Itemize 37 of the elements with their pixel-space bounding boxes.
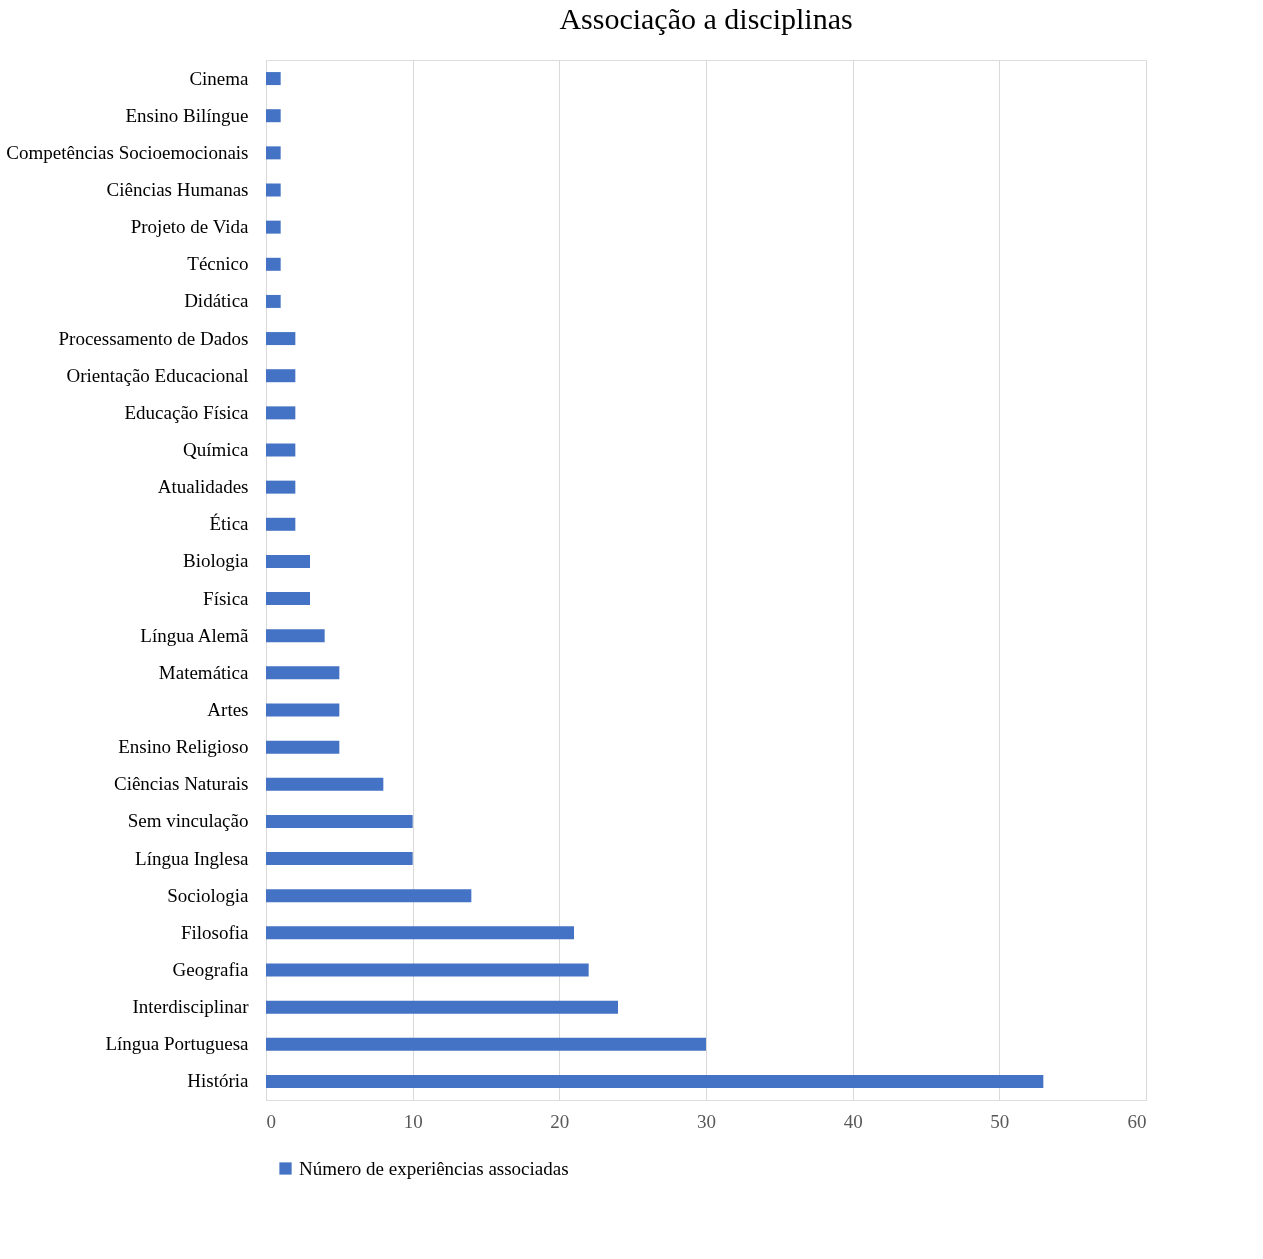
y-tick-label: Ética (209, 513, 250, 535)
x-tick-label: 50 (990, 1110, 1010, 1132)
y-tick-label: Ensino Religioso (118, 736, 249, 758)
y-tick-label: Língua Portuguesa (105, 1033, 250, 1055)
legend-label: Número de experiências associadas (299, 1157, 569, 1179)
x-tick-label: 20 (550, 1110, 570, 1132)
y-tick-label: Química (183, 439, 250, 460)
y-tick-label: Cinema (189, 67, 250, 89)
y-tick-label: Didática (184, 290, 250, 312)
y-tick-label: Interdisciplinar (132, 996, 250, 1018)
y-tick-label: Matemática (158, 661, 250, 683)
y-tick-label: Sem vinculação (127, 810, 249, 832)
y-tick-label: Ciências Naturais (113, 773, 249, 795)
chart-title: Associação a disciplinas (559, 2, 853, 35)
y-tick-label: Filosofia (180, 921, 250, 943)
x-tick-label: 0 (266, 1110, 276, 1132)
y-tick-label: Sociologia (167, 884, 250, 906)
y-tick-label: Técnico (187, 253, 249, 275)
y-tick-label: Geografia (172, 959, 250, 980)
y-tick-label: Física (203, 587, 250, 609)
y-tick-label: Ciências Humanas (106, 179, 249, 200)
y-tick-label: Processamento de Dados (58, 327, 249, 349)
y-tick-label: Educação Física (124, 401, 250, 423)
y-tick-label: Língua Alemã (140, 624, 250, 646)
y-tick-label: Orientação Educacional (66, 364, 249, 386)
y-tick-label: Artes (207, 699, 249, 720)
y-tick-label: Língua Inglesa (135, 847, 250, 869)
y-tick-label: Competências Socioemocionais (6, 141, 249, 163)
y-tick-label: Biologia (183, 550, 250, 572)
x-tick-label: 40 (843, 1110, 863, 1132)
y-tick-label: Atualidades (157, 476, 249, 498)
y-tick-label: Ensino Bilíngue (125, 104, 249, 126)
x-tick-label: 60 (1127, 1110, 1147, 1132)
y-tick-label: Projeto de Vida (130, 216, 250, 238)
x-tick-label: 30 (697, 1110, 716, 1132)
x-tick-label: 10 (403, 1110, 423, 1132)
y-tick-label: História (187, 1070, 250, 1092)
